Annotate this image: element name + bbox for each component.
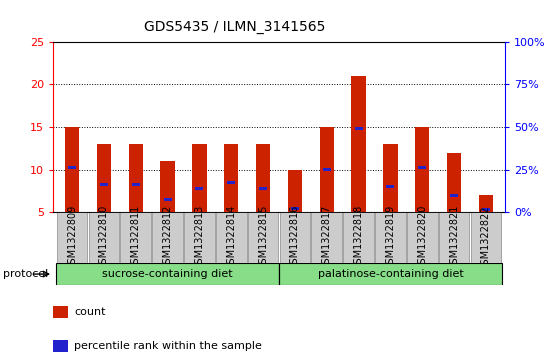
Bar xyxy=(482,208,490,211)
Text: GSM1322814: GSM1322814 xyxy=(226,205,236,270)
Bar xyxy=(280,212,310,263)
Bar xyxy=(418,166,426,169)
Bar xyxy=(100,183,108,186)
Text: sucrose-containing diet: sucrose-containing diet xyxy=(102,269,233,279)
Text: palatinose-containing diet: palatinose-containing diet xyxy=(318,269,463,279)
Bar xyxy=(323,168,331,171)
Bar xyxy=(375,212,406,263)
Bar xyxy=(407,212,437,263)
Text: GSM1322816: GSM1322816 xyxy=(290,205,300,270)
Bar xyxy=(343,212,374,263)
Text: GSM1322821: GSM1322821 xyxy=(449,205,459,270)
Bar xyxy=(439,212,469,263)
Bar xyxy=(383,144,397,212)
Text: GSM1322819: GSM1322819 xyxy=(386,205,396,270)
Text: GSM1322811: GSM1322811 xyxy=(131,205,141,270)
Text: GSM1322809: GSM1322809 xyxy=(67,205,77,270)
Bar xyxy=(470,212,501,263)
Bar xyxy=(184,212,215,263)
Bar xyxy=(320,127,334,212)
Bar xyxy=(248,212,278,263)
Bar xyxy=(216,212,247,263)
Text: GDS5435 / ILMN_3141565: GDS5435 / ILMN_3141565 xyxy=(143,20,325,34)
Bar xyxy=(291,207,299,209)
Text: GSM1322815: GSM1322815 xyxy=(258,205,268,270)
Bar xyxy=(447,152,461,212)
Bar xyxy=(227,181,235,184)
Bar xyxy=(128,144,143,212)
Text: protocol: protocol xyxy=(3,269,48,279)
Bar xyxy=(279,263,502,285)
Bar xyxy=(387,185,395,188)
Bar xyxy=(256,144,270,212)
Text: GSM1322810: GSM1322810 xyxy=(99,205,109,270)
Bar xyxy=(161,161,175,212)
Bar xyxy=(121,212,151,263)
Bar xyxy=(132,183,140,186)
Bar xyxy=(224,144,238,212)
Bar xyxy=(65,127,79,212)
Text: GSM1322818: GSM1322818 xyxy=(354,205,364,270)
Bar xyxy=(89,212,119,263)
Bar xyxy=(259,187,267,190)
Text: GSM1322813: GSM1322813 xyxy=(194,205,204,270)
Bar xyxy=(311,212,342,263)
Bar xyxy=(288,170,302,212)
Bar xyxy=(68,166,76,169)
Bar xyxy=(152,212,183,263)
Bar xyxy=(355,127,363,130)
Text: GSM1322812: GSM1322812 xyxy=(162,205,172,270)
Bar xyxy=(193,144,206,212)
Text: GSM1322817: GSM1322817 xyxy=(322,205,332,270)
Text: percentile rank within the sample: percentile rank within the sample xyxy=(74,341,262,351)
Bar xyxy=(57,212,88,263)
Bar xyxy=(450,194,458,197)
Text: GSM1322820: GSM1322820 xyxy=(417,205,427,270)
Bar xyxy=(479,195,493,212)
Bar xyxy=(195,187,203,190)
Text: count: count xyxy=(74,307,105,317)
Text: GSM1322822: GSM1322822 xyxy=(481,205,491,270)
Bar xyxy=(56,263,279,285)
Bar xyxy=(163,198,171,201)
Bar xyxy=(53,339,69,352)
Bar xyxy=(415,127,430,212)
Bar xyxy=(97,144,111,212)
Bar xyxy=(352,76,365,212)
Bar xyxy=(53,306,69,318)
